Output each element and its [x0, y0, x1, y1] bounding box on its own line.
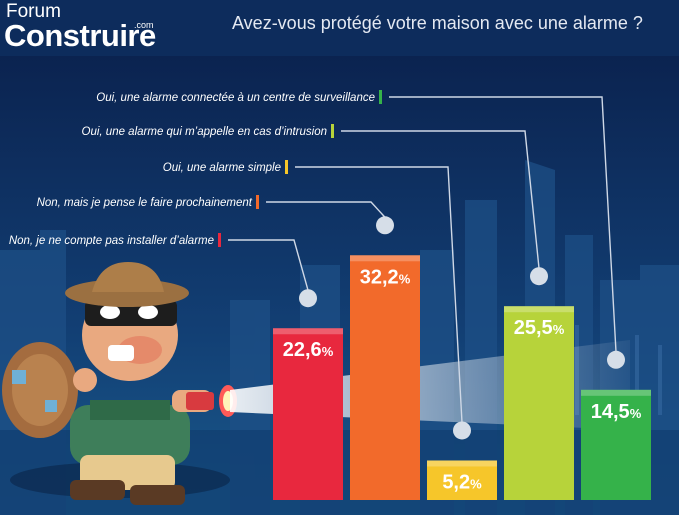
bar-1-highlight — [273, 328, 343, 335]
legend-label-1: Non, je ne compte pas installer d’alarme — [9, 235, 214, 247]
legend-label-3: Oui, une alarme simple — [163, 162, 281, 174]
logo-construire-text: Construire — [4, 18, 156, 53]
bar-2-highlight — [350, 255, 420, 262]
bar-3-highlight — [427, 460, 497, 467]
bar-3-value-label: 5,2% — [442, 471, 482, 493]
bar-5 — [581, 389, 651, 500]
bar-1-value-label: 22,6% — [283, 339, 334, 361]
bar-4-highlight — [504, 306, 574, 313]
burglar-illustration — [2, 262, 237, 505]
bar-3 — [427, 460, 497, 500]
bar-1 — [273, 328, 343, 500]
bar-2-marker-dot — [376, 216, 394, 235]
bar-3-marker-dot — [453, 421, 471, 440]
legend-color-swatch-5 — [379, 90, 382, 104]
bar-2-value-label: 32,2% — [360, 266, 411, 288]
bar-1-marker-dot — [299, 289, 317, 308]
legend: Non, je ne compte pas installer d’alarme… — [9, 90, 382, 247]
legend-label-2: Non, mais je pense le faire prochainemen… — [37, 197, 253, 209]
chart-title: Avez-vous protégé votre maison avec une … — [232, 13, 643, 33]
legend-color-swatch-1 — [218, 233, 221, 247]
bar-4-value-label: 25,5% — [514, 317, 565, 339]
legend-color-swatch-3 — [285, 160, 288, 174]
bar-5-marker-dot — [607, 350, 625, 369]
logo-forum-text: Forum — [6, 1, 61, 22]
legend-label-5: Oui, une alarme connectée à un centre de… — [96, 92, 375, 104]
legend-connector-3 — [295, 166, 463, 423]
legend-label-4: Oui, une alarme qui m’appelle en cas d’i… — [82, 126, 327, 138]
bar-4-marker-dot — [530, 267, 548, 286]
bars: 22,6% 32,2% 5,2% 25,5% 14,5% — [228, 96, 651, 500]
bar-4 — [504, 306, 574, 500]
legend-color-swatch-2 — [256, 195, 259, 209]
logo-com-text: .com — [134, 20, 154, 30]
legend-color-swatch-4 — [331, 124, 334, 138]
header: Forum .com Construire Avez-vous protégé … — [0, 0, 679, 56]
legend-connector-5 — [389, 96, 617, 352]
legend-connector-1 — [228, 239, 309, 291]
legend-connector-4 — [341, 130, 540, 269]
bar-2 — [350, 255, 420, 500]
bar-5-highlight — [581, 389, 651, 396]
bar-5-value-label: 14,5% — [591, 401, 642, 423]
legend-connector-2 — [266, 201, 386, 218]
